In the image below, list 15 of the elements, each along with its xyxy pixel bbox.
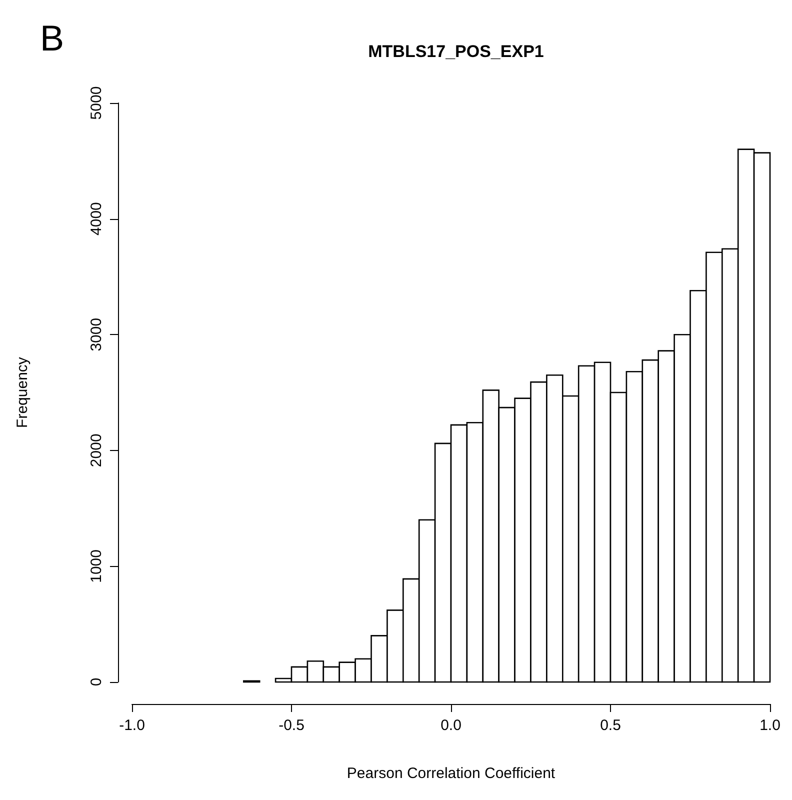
x-tick-label: -0.5 [278, 717, 304, 734]
x-tick-label: 0.0 [440, 717, 462, 734]
x-tick-label: 0.5 [600, 717, 621, 734]
x-axis-title: Pearson Correlation Coefficient [346, 765, 556, 782]
text: B [40, 18, 64, 58]
y-tick-label: 4000 [88, 202, 105, 236]
y-axis-title: Frequency [14, 356, 31, 428]
x-tick-label: 1.0 [760, 717, 780, 734]
y-tick-label: 0 [88, 678, 105, 686]
y-tick-label: 3000 [88, 318, 105, 352]
x-tick-label: -1.0 [119, 717, 145, 734]
y-tick-label: 1000 [88, 550, 105, 583]
chart-title: MTBLS17_POS_EXP1 [368, 42, 544, 61]
y-tick-label: 5000 [88, 86, 105, 120]
y-tick-label: 2000 [88, 434, 105, 468]
